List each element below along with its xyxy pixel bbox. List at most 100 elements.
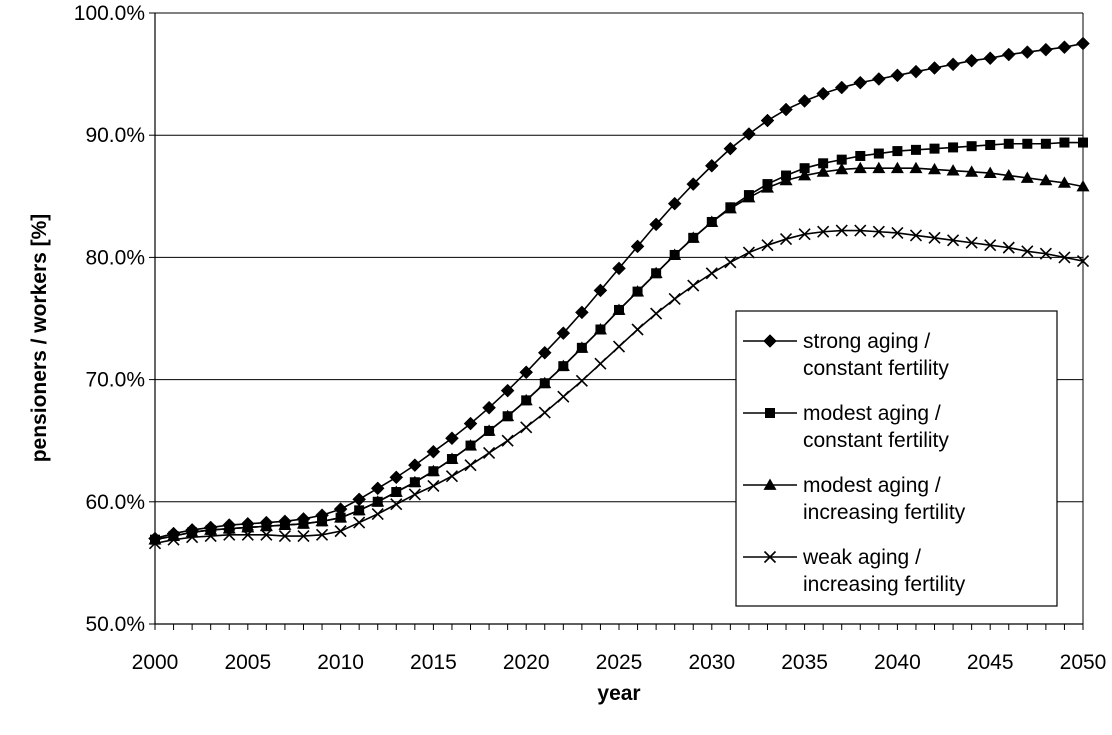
legend-label: strong aging / [803,330,930,353]
data-point [334,511,348,523]
data-point [928,231,941,244]
data-point [871,72,886,86]
x-tick-label: 2020 [503,651,550,674]
data-point [408,475,422,488]
x-tick-label: 2000 [132,651,179,674]
data-point [593,283,608,298]
data-point [1020,171,1034,183]
x-tick-label: 2050 [1060,651,1107,674]
legend-label: modest aging / [803,402,941,425]
data-point [297,529,310,543]
data-point [519,393,533,406]
data-point [966,141,977,152]
data-point [482,424,496,436]
data-point [649,217,663,232]
legend-entry: modest aging / constant fertility [743,402,949,452]
data-point [742,191,756,203]
data-point [927,61,942,75]
x-tick-label: 2035 [781,651,828,674]
data-point [593,322,607,335]
data-point [779,173,793,186]
data-point [1059,137,1070,148]
data-point [650,307,663,320]
data-point [315,514,329,527]
data-point [797,94,812,108]
data-point [464,439,478,451]
x-tick-label: 2040 [874,651,921,674]
data-point [760,113,775,128]
data-point [742,246,755,259]
data-point [390,498,403,511]
data-point [890,68,905,83]
y-tick-label: 90.0% [85,124,145,147]
data-point [799,163,810,174]
data-point [353,516,366,529]
data-point [557,390,570,403]
data-point [631,323,644,336]
data-point [909,64,923,79]
data-point [389,470,404,485]
data-point [352,503,366,516]
data-point [204,529,217,543]
data-point [890,161,904,174]
data-point [686,231,700,243]
data-point [779,102,793,117]
data-point [928,162,942,175]
data-point [910,144,921,155]
axes: 50.0% 60.0% 70.0% 80.0% 90.0% 100.0% 2000 2005 2… [74,2,1107,674]
x-tick-label: 2030 [688,651,735,674]
data-point [929,143,940,154]
data-point [742,127,756,141]
data-point [983,166,997,178]
data-point [1078,137,1088,148]
data-point [779,233,793,246]
data-point [853,161,867,174]
data-point [426,444,441,459]
data-point [948,142,959,153]
data-point [985,139,996,150]
data-point [445,452,459,464]
data-point [556,359,570,372]
data-point [1001,47,1016,62]
data-point [704,158,719,173]
data-point [538,406,551,419]
data-point [575,341,589,353]
data-point [947,234,960,247]
data-point [909,161,923,174]
data-point [630,239,645,254]
data-point [1076,255,1090,268]
data-point [761,239,774,252]
data-point [427,479,440,492]
data-point [278,518,292,530]
data-point [334,525,347,538]
series-4 [148,224,1090,550]
legend-label: increasing fertility [803,573,966,596]
data-point [798,169,812,181]
data-point [278,529,291,543]
data-point [296,517,310,529]
data-point [148,533,162,545]
legend-marker [763,550,777,564]
data-point [816,86,831,101]
data-point [965,165,979,177]
data-point [705,267,718,280]
data-point [575,305,589,320]
data-point [834,80,849,95]
x-tick-label: 2025 [596,651,643,674]
data-point [853,75,868,90]
y-tick-label: 60.0% [85,491,145,514]
data-point [1039,42,1053,57]
data-point [818,158,829,169]
y-tick-label: 70.0% [85,369,145,392]
legend-entry: weak aging / increasing fertility [743,546,966,596]
data-point [612,261,626,276]
data-point [612,303,626,315]
data-point [370,481,385,496]
data-point [537,345,552,360]
data-point [501,434,514,447]
data-point [1057,40,1072,55]
legend-label: constant fertility [803,429,949,452]
data-point [816,165,830,177]
data-point [855,150,866,161]
